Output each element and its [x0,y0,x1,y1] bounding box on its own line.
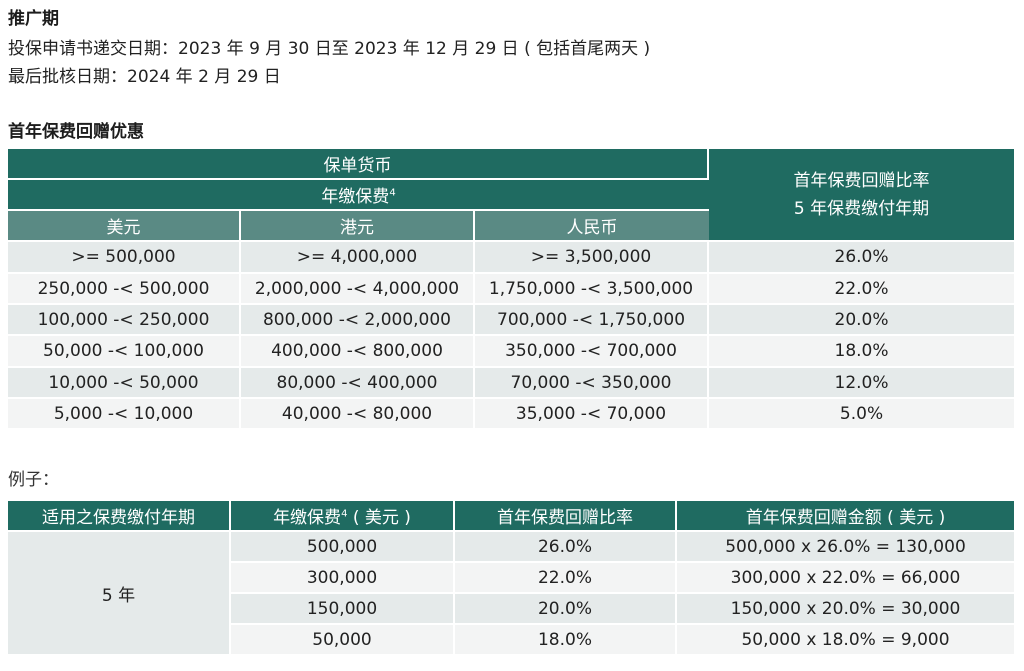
rate-cell: 18.0% [455,625,677,656]
currency-hkd-header: 港元 [241,211,475,242]
usd-range-cell: 50,000 -< 100,000 [8,336,241,368]
hkd-range-cell: 800,000 -< 2,000,000 [241,305,475,336]
policy-currency-header: 保单货币 [8,149,710,180]
rebate-rate-table: 保单货币 首年保费回赠比率 5 年保费缴付年期 年缴保费4 美元 港元 人民币 … [8,149,1015,430]
hkd-range-cell: 80,000 -< 400,000 [241,368,475,399]
table-row: 300,000 22.0% 300,000 x 22.0% = 66,000 [8,563,1014,594]
example-table: 适用之保费缴付年期 年缴保费4 ( 美元 ) 首年保费回赠比率 首年保费回赠金额… [8,501,1014,656]
usd-range-cell: 100,000 -< 250,000 [8,305,241,336]
premium-cell: 500,000 [231,532,455,563]
table-row: 50,000 -< 100,000 400,000 -< 800,000 350… [8,336,1015,368]
premium-header-suffix: ( 美元 ) [347,508,411,528]
table-row: >= 500,000 >= 4,000,000 >= 3,500,000 26.… [8,242,1015,274]
table-row: 5,000 -< 10,000 40,000 -< 80,000 35,000 … [8,399,1015,430]
table-row: 50,000 18.0% 50,000 x 18.0% = 9,000 [8,625,1014,656]
rate-cell: 12.0% [709,368,1015,399]
rmb-range-cell: 35,000 -< 70,000 [475,399,710,430]
currency-usd-header: 美元 [8,211,241,242]
table-row: 250,000 -< 500,000 2,000,000 -< 4,000,00… [8,274,1015,305]
amount-cell: 500,000 x 26.0% = 130,000 [677,532,1014,563]
rmb-range-cell: 350,000 -< 700,000 [475,336,710,368]
rate-cell: 26.0% [455,532,677,563]
rate-cell: 20.0% [455,594,677,625]
submission-date-line: 投保申请书递交日期：2023 年 9 月 30 日至 2023 年 12 月 2… [8,39,651,59]
rate-cell: 22.0% [455,563,677,594]
premium-cell: 150,000 [231,594,455,625]
rate-cell: 18.0% [709,336,1015,368]
rebate-rate-header: 首年保费回赠比率 5 年保费缴付年期 [709,149,1015,242]
table-row: 10,000 -< 50,000 80,000 -< 400,000 70,00… [8,368,1015,399]
table-row: 100,000 -< 250,000 800,000 -< 2,000,000 … [8,305,1015,336]
promo-period-title: 推广期 [8,9,59,29]
rate-header: 首年保费回赠比率 [455,501,677,532]
rebate-rate-header-line2: 5 年保费缴付年期 [793,198,930,219]
rmb-range-cell: 700,000 -< 1,750,000 [475,305,710,336]
usd-range-cell: >= 500,000 [8,242,241,274]
rate-cell: 5.0% [709,399,1015,430]
rebate-section-title: 首年保费回赠优惠 [8,122,144,142]
amount-header: 首年保费回赠金额 ( 美元 ) [677,501,1014,532]
rebate-rate-header-line1: 首年保费回赠比率 [793,170,930,191]
hkd-range-cell: >= 4,000,000 [241,242,475,274]
rmb-range-cell: 70,000 -< 350,000 [475,368,710,399]
annual-premium-label: 年缴保费 [321,187,390,207]
rmb-range-cell: 1,750,000 -< 3,500,000 [475,274,710,305]
approval-date-line: 最后批核日期：2024 年 2 月 29 日 [8,67,281,87]
footnote-marker: 4 [341,508,348,520]
table-row: 150,000 20.0% 150,000 x 20.0% = 30,000 [8,594,1014,625]
premium-header-label: 年缴保费 [273,508,342,528]
amount-cell: 300,000 x 22.0% = 66,000 [677,563,1014,594]
table-row: 5 年 500,000 26.0% 500,000 x 26.0% = 130,… [8,532,1014,656]
premium-header: 年缴保费4 ( 美元 ) [231,501,455,532]
usd-range-cell: 250,000 -< 500,000 [8,274,241,305]
rate-cell: 22.0% [709,274,1015,305]
annual-premium-header: 年缴保费4 [8,180,710,211]
usd-range-cell: 10,000 -< 50,000 [8,368,241,399]
rmb-range-cell: >= 3,500,000 [475,242,710,274]
hkd-range-cell: 40,000 -< 80,000 [241,399,475,430]
rate-cell: 26.0% [709,242,1015,274]
hkd-range-cell: 400,000 -< 800,000 [241,336,475,368]
term-cell: 5 年 [8,532,231,656]
hkd-range-cell: 2,000,000 -< 4,000,000 [241,274,475,305]
usd-range-cell: 5,000 -< 10,000 [8,399,241,430]
rate-cell: 20.0% [709,305,1015,336]
amount-cell: 150,000 x 20.0% = 30,000 [677,594,1014,625]
amount-cell: 50,000 x 18.0% = 9,000 [677,625,1014,656]
footnote-marker: 4 [389,187,396,199]
premium-cell: 50,000 [231,625,455,656]
term-header: 适用之保费缴付年期 [8,501,231,532]
example-label: 例子： [8,470,59,490]
premium-cell: 300,000 [231,563,455,594]
currency-rmb-header: 人民币 [475,211,710,242]
